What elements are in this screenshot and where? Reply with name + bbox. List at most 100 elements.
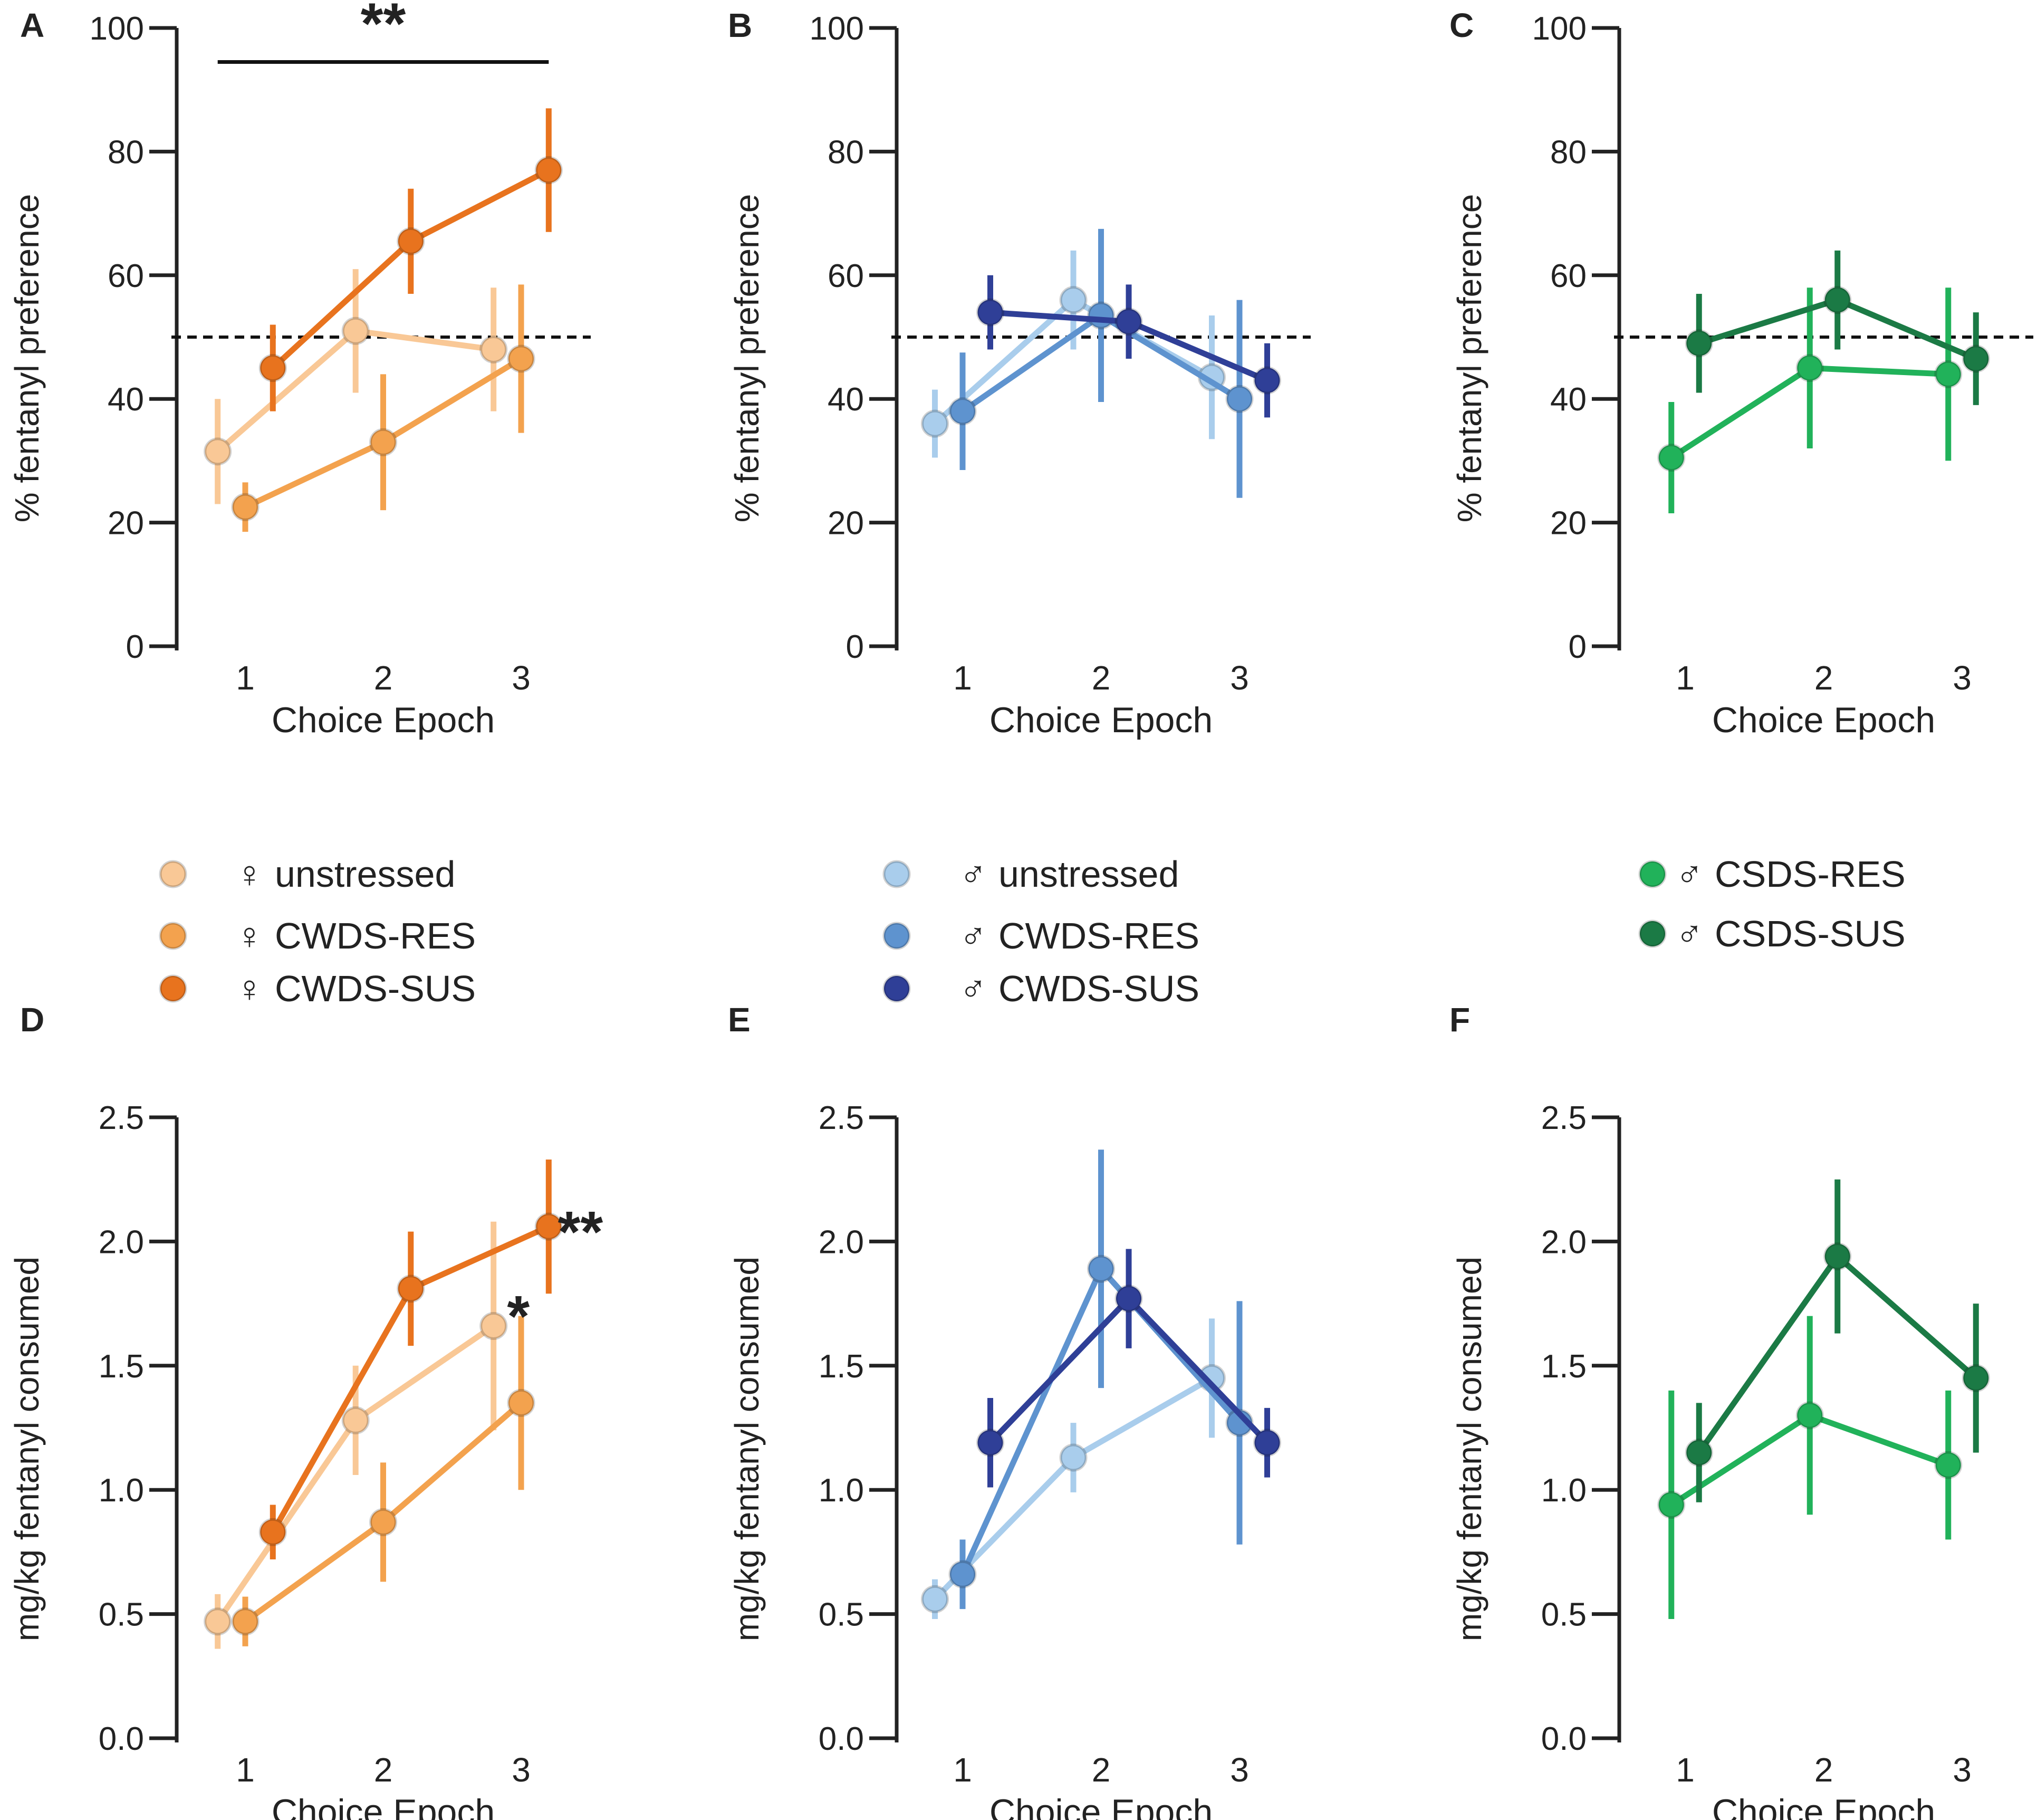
legend-label: unstressed bbox=[275, 854, 455, 895]
legend-marker bbox=[882, 922, 911, 950]
data-point bbox=[1253, 1429, 1281, 1457]
series-unstressed bbox=[204, 1221, 508, 1649]
data-point bbox=[1087, 301, 1115, 330]
series-cwds-sus bbox=[258, 1160, 563, 1560]
y-tick-label: 20 bbox=[828, 505, 864, 542]
data-point bbox=[507, 344, 535, 373]
data-point bbox=[1114, 1285, 1143, 1313]
series-unstressed bbox=[921, 1318, 1226, 1620]
data-point bbox=[1962, 344, 1990, 373]
data-point bbox=[1087, 1254, 1115, 1283]
data-point bbox=[1795, 354, 1824, 382]
series-csds-sus bbox=[1685, 250, 1990, 405]
y-tick-label: 0 bbox=[846, 629, 864, 665]
y-tick-label: 1.0 bbox=[1541, 1472, 1587, 1509]
y-tick-label: 2.0 bbox=[819, 1224, 864, 1260]
data-point bbox=[507, 1388, 535, 1417]
significance-stars: * bbox=[507, 1284, 530, 1349]
data-point bbox=[341, 317, 370, 345]
legend-label: CSDS-SUS bbox=[1715, 913, 1906, 954]
legend-marker bbox=[882, 860, 911, 888]
data-point bbox=[1934, 360, 1963, 388]
y-tick-label: 2.5 bbox=[1541, 1100, 1587, 1136]
data-point bbox=[1114, 308, 1143, 336]
legend-marker bbox=[159, 922, 187, 950]
legend-sex-symbol: ♀ bbox=[236, 854, 264, 895]
y-tick-label: 80 bbox=[108, 134, 144, 170]
data-point bbox=[1657, 444, 1686, 472]
x-tick-label: 2 bbox=[374, 659, 393, 697]
x-tick-label: 3 bbox=[512, 659, 531, 697]
panel-label: C bbox=[1449, 6, 1474, 44]
significance-stars: ** bbox=[361, 0, 406, 56]
x-tick-label: 3 bbox=[1230, 1751, 1249, 1789]
y-tick-label: 2.5 bbox=[99, 1100, 144, 1136]
data-point bbox=[534, 156, 563, 185]
x-tick-label: 1 bbox=[1676, 1751, 1695, 1789]
legend-female: ♀ unstressed ♀ CWDS-RES ♀ CWDS-SUS bbox=[159, 854, 476, 1009]
data-point bbox=[1823, 1242, 1852, 1271]
x-tick-label: 2 bbox=[1092, 659, 1111, 697]
x-tick-label: 1 bbox=[953, 659, 972, 697]
series-csds-res bbox=[1657, 288, 1963, 514]
data-point bbox=[976, 1429, 1004, 1457]
data-point bbox=[1657, 1490, 1686, 1519]
y-tick-label: 0.0 bbox=[819, 1721, 864, 1757]
data-point bbox=[369, 1508, 397, 1536]
data-point bbox=[479, 335, 508, 363]
y-tick-label: 60 bbox=[828, 258, 864, 294]
panel-d: D 0.0 0.5 1.0 1.5 2.0 2.5 mg/kg fentanyl consum… bbox=[8, 1001, 603, 1820]
y-tick-label: 0.0 bbox=[1541, 1721, 1587, 1757]
x-axis-label: Choice Epoch bbox=[1712, 700, 1935, 740]
series-csds-res bbox=[1657, 1316, 1963, 1620]
data-point bbox=[397, 227, 425, 255]
series-cwds-res bbox=[948, 1150, 1254, 1610]
panel-e: E 0.0 0.5 1.0 1.5 2.0 2.5 mg/kg fentanyl consum… bbox=[728, 1001, 1281, 1820]
y-tick-label: 0.5 bbox=[819, 1597, 864, 1633]
series-csds-sus bbox=[1685, 1179, 1990, 1502]
y-tick-label: 80 bbox=[1550, 134, 1587, 170]
x-tick-label: 2 bbox=[1092, 1751, 1111, 1789]
legend-sex-symbol: ♂ bbox=[959, 915, 987, 956]
x-tick-label: 2 bbox=[1814, 1751, 1833, 1789]
y-tick-label: 100 bbox=[1532, 11, 1587, 47]
legend-label: unstressed bbox=[998, 854, 1179, 895]
y-axis-label: mg/kg fentanyl consumed bbox=[728, 1257, 766, 1641]
panel-f: F 0.0 0.5 1.0 1.5 2.0 2.5 mg/kg fentanyl consum… bbox=[1449, 1001, 1990, 1820]
data-point bbox=[231, 1607, 260, 1636]
y-tick-label: 0 bbox=[1569, 629, 1587, 665]
data-point bbox=[231, 493, 260, 521]
data-point bbox=[976, 298, 1004, 327]
y-tick-label: 20 bbox=[108, 505, 144, 542]
x-tick-label: 3 bbox=[1230, 659, 1249, 697]
series-cwds-res bbox=[948, 228, 1254, 498]
data-point bbox=[1962, 1364, 1990, 1392]
x-tick-label: 1 bbox=[1676, 659, 1695, 697]
y-axis-label: mg/kg fentanyl consumed bbox=[8, 1257, 46, 1641]
series-unstressed bbox=[204, 269, 508, 504]
data-point bbox=[1934, 1451, 1963, 1479]
x-tick-label: 3 bbox=[1953, 659, 1972, 697]
y-tick-label: 0 bbox=[126, 629, 144, 665]
data-point bbox=[1685, 1439, 1713, 1467]
data-point bbox=[258, 1518, 287, 1546]
legend-male-cwds: ♂ unstressed ♂ CWDS-RES ♂ CWDS-SUS bbox=[882, 854, 1199, 1009]
legend-marker bbox=[882, 974, 911, 1003]
legend-marker bbox=[159, 974, 187, 1003]
panel-label: F bbox=[1449, 1001, 1470, 1039]
data-point bbox=[204, 1607, 232, 1636]
series-cwds-sus bbox=[976, 275, 1281, 418]
legend-label: CWDS-RES bbox=[998, 915, 1199, 956]
data-point bbox=[1823, 286, 1852, 314]
y-tick-label: 80 bbox=[828, 134, 864, 170]
y-tick-label: 60 bbox=[108, 258, 144, 294]
data-point bbox=[534, 1212, 563, 1241]
legend-label: CWDS-SUS bbox=[275, 968, 476, 1009]
y-tick-label: 1.5 bbox=[819, 1348, 864, 1385]
y-axis-label: % fentanyl preference bbox=[1450, 194, 1488, 523]
y-axis-label: % fentanyl preference bbox=[728, 194, 766, 523]
data-point bbox=[921, 1585, 949, 1613]
y-tick-label: 2.0 bbox=[1541, 1224, 1587, 1260]
panel-label: E bbox=[728, 1001, 751, 1039]
panel-c: C 0 20 40 60 80 100 % fentanyl preference 1 2 3 Cho… bbox=[1449, 6, 2033, 740]
